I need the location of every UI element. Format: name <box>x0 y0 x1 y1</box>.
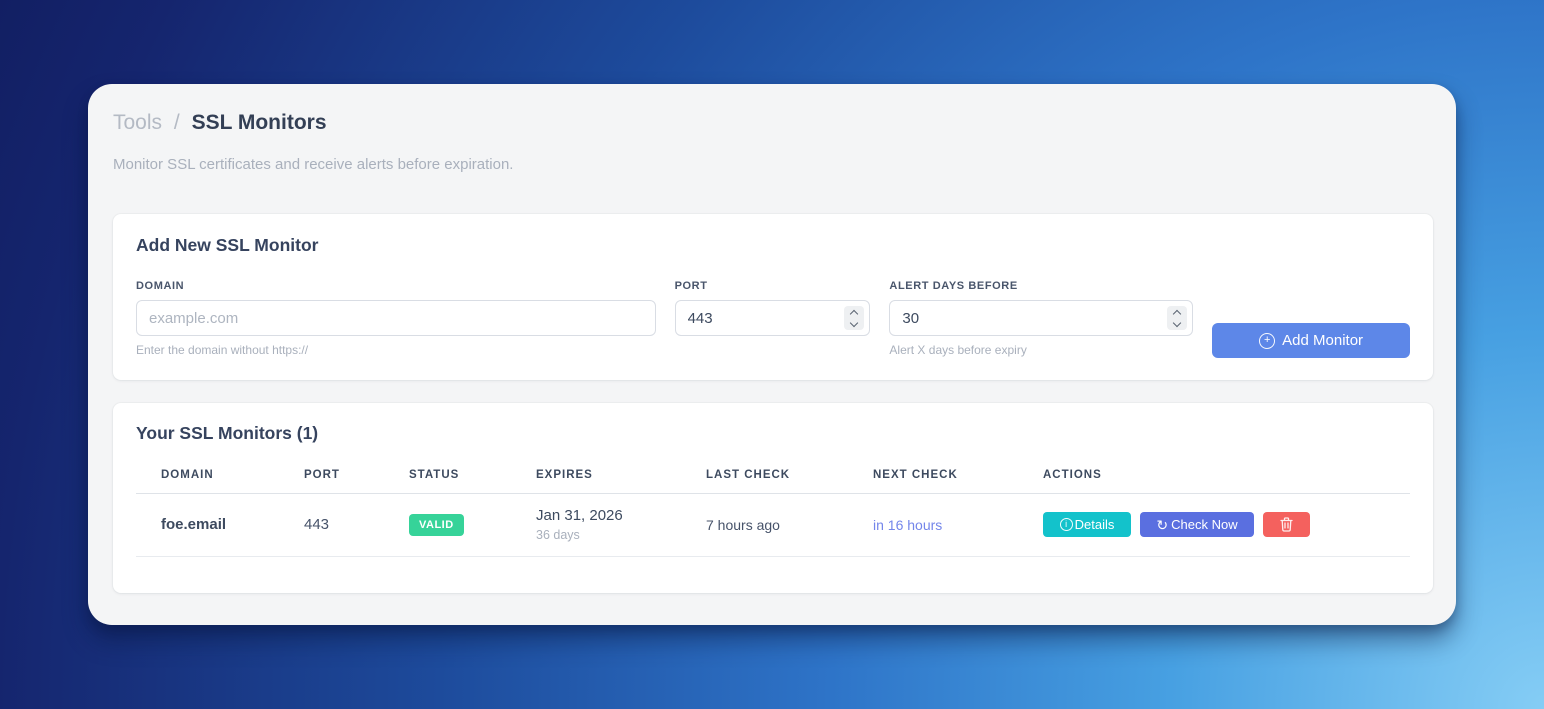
check-now-button[interactable]: ↻ Check Now <box>1140 512 1254 537</box>
monitors-list-title: Your SSL Monitors (1) <box>136 423 319 443</box>
port-field: PORT <box>674 278 871 336</box>
col-header-actions: ACTIONS <box>1043 459 1410 494</box>
chevron-down-icon <box>1172 318 1182 327</box>
chevron-up-icon <box>850 309 859 318</box>
next-check-time: in 16 hours <box>873 493 1043 557</box>
monitor-port: 443 <box>304 493 409 557</box>
col-header-last-check: LAST CHECK <box>706 459 873 494</box>
alert-days-stepper[interactable] <box>1167 306 1188 330</box>
alert-days-label: ALERT DAYS BEFORE <box>889 280 1018 292</box>
domain-input[interactable] <box>136 300 656 336</box>
expires-date: Jan 31, 2026 <box>536 507 623 524</box>
port-stepper[interactable] <box>844 306 865 330</box>
plus-circle-icon: + <box>1259 332 1276 349</box>
add-monitor-panel: Add New SSL Monitor DOMAIN Enter the dom… <box>113 214 1433 380</box>
add-monitor-title: Add New SSL Monitor <box>136 235 319 255</box>
monitors-list-panel: Your SSL Monitors (1) DOMAIN PORT STATUS… <box>113 403 1433 593</box>
alert-days-hint: Alert X days before expiry <box>889 343 1027 357</box>
alert-days-input[interactable] <box>889 300 1194 336</box>
monitor-domain: foe.email <box>136 493 304 557</box>
col-header-next-check: NEXT CHECK <box>873 459 1043 494</box>
page-title: SSL Monitors <box>191 111 327 134</box>
col-header-domain: DOMAIN <box>136 459 304 494</box>
refresh-icon: ↻ <box>1156 516 1169 533</box>
add-monitor-form: DOMAIN Enter the domain without https://… <box>136 278 1411 358</box>
port-label: PORT <box>674 280 708 292</box>
expires-days-remaining: 36 days <box>536 528 580 542</box>
chevron-down-icon <box>850 318 859 327</box>
table-header-row: DOMAIN PORT STATUS EXPIRES LAST CHECK NE… <box>136 459 1410 494</box>
domain-field: DOMAIN Enter the domain without https:// <box>136 278 656 357</box>
col-header-expires: EXPIRES <box>536 459 706 494</box>
chevron-up-icon <box>1172 309 1182 318</box>
details-button[interactable]: i Details <box>1043 512 1131 537</box>
delete-button[interactable] <box>1263 512 1310 537</box>
domain-hint: Enter the domain without https:// <box>136 343 309 357</box>
last-check-time: 7 hours ago <box>706 493 873 557</box>
ssl-monitors-page-card: Tools / SSL Monitors Monitor SSL certifi… <box>88 84 1456 625</box>
trash-icon <box>1280 517 1293 532</box>
check-now-button-label: Check Now <box>1171 517 1238 532</box>
col-header-port: PORT <box>304 459 409 494</box>
monitors-table: DOMAIN PORT STATUS EXPIRES LAST CHECK NE… <box>136 459 1410 557</box>
breadcrumb-separator: / <box>173 111 180 134</box>
add-monitor-button[interactable]: + Add Monitor <box>1212 323 1411 358</box>
info-icon: i <box>1059 518 1073 531</box>
details-button-label: Details <box>1074 517 1115 532</box>
breadcrumb: Tools / SSL Monitors <box>113 110 1433 136</box>
status-badge: VALID <box>409 513 464 536</box>
monitor-row: foe.email 443 VALID Jan 31, 2026 36 days… <box>136 493 1410 557</box>
alert-days-field: ALERT DAYS BEFORE Alert X days before ex… <box>889 278 1194 357</box>
port-input[interactable] <box>674 300 871 336</box>
domain-label: DOMAIN <box>136 280 185 292</box>
page-subtitle: Monitor SSL certificates and receive ale… <box>113 156 514 173</box>
breadcrumb-tools-link[interactable]: Tools <box>113 111 163 134</box>
col-header-status: STATUS <box>409 459 536 494</box>
row-actions: i Details ↻ Check Now <box>1043 512 1410 537</box>
add-monitor-button-label: Add Monitor <box>1282 332 1364 349</box>
